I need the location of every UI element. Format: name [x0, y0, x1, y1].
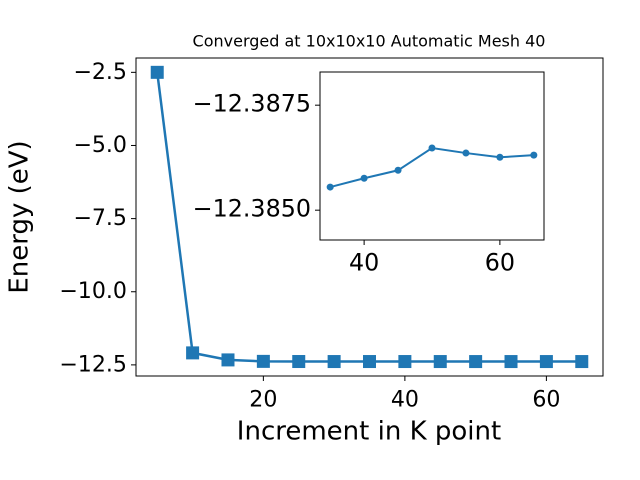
marker [186, 346, 200, 360]
marker [256, 354, 270, 368]
marker [462, 149, 470, 157]
marker [398, 355, 412, 369]
y-tick-label: −5.0 [73, 132, 127, 158]
marker [150, 65, 164, 79]
x-axis-label: Increment in K point [237, 417, 501, 447]
x-tick-label: 60 [485, 249, 515, 277]
x-tick-label: 60 [532, 387, 560, 413]
y-tick-label: −7.5 [73, 205, 127, 231]
marker [428, 144, 436, 152]
y-tick-label: −12.3875 [193, 90, 311, 118]
marker [326, 183, 334, 191]
marker [363, 355, 376, 369]
marker [292, 355, 306, 369]
y-axis-label: Energy (eV) [5, 140, 35, 293]
marker [496, 153, 504, 161]
x-tick-label: 40 [349, 249, 379, 277]
marker [575, 355, 589, 369]
y-tick-label: −2.5 [73, 59, 127, 85]
y-tick-label: −12.3850 [193, 195, 311, 223]
x-tick-label: 20 [249, 387, 277, 413]
y-tick-label: −10.0 [59, 278, 127, 304]
marker [469, 355, 483, 369]
marker [504, 355, 518, 369]
chart-title: Converged at 10x10x10 Automatic Mesh 40 [193, 32, 546, 51]
marker [327, 355, 341, 369]
marker [221, 353, 235, 367]
marker [360, 174, 368, 182]
marker [539, 355, 553, 369]
y-tick-label: −12.5 [59, 351, 127, 377]
marker [394, 166, 402, 174]
x-tick-label: 40 [391, 387, 419, 413]
marker [530, 151, 538, 159]
marker [433, 355, 447, 369]
